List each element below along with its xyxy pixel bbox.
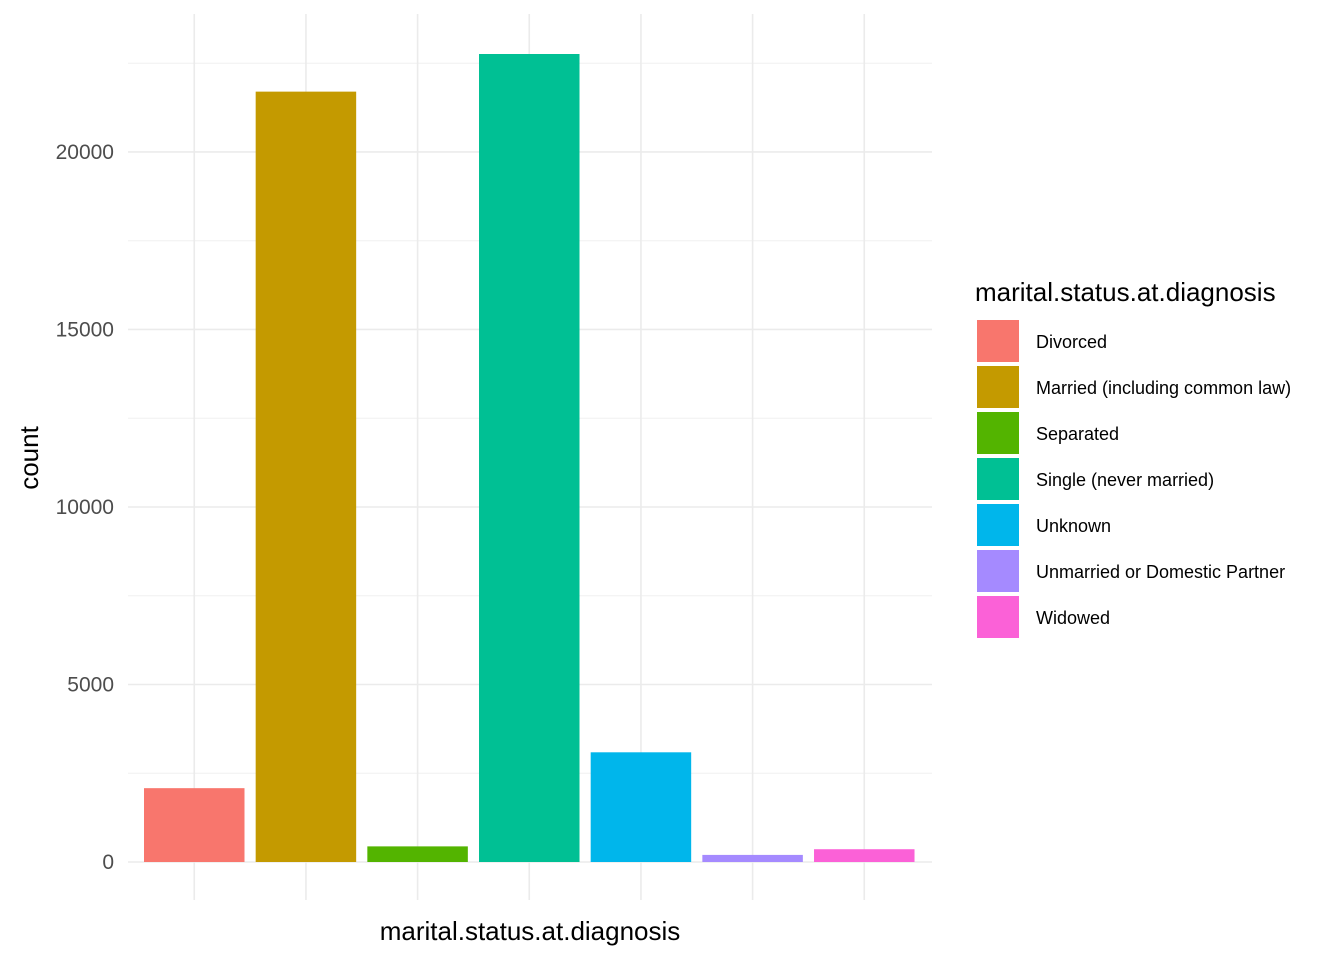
y-tick-label: 20000 (56, 141, 114, 164)
bars (144, 54, 915, 863)
bar-single-never-married (479, 54, 580, 862)
bar-separated (367, 846, 468, 862)
bar-widowed (814, 849, 915, 862)
legend-title: marital.status.at.diagnosis (975, 277, 1276, 307)
legend: marital.status.at.diagnosis Divorced Marr… (975, 277, 1291, 638)
bar-divorced (144, 788, 245, 862)
x-axis-title: marital.status.at.diagnosis (380, 916, 681, 946)
y-tick-label: 10000 (56, 496, 114, 519)
y-tick-label: 0 (102, 851, 114, 874)
y-tick-label: 5000 (67, 673, 114, 696)
y-tick-label: 15000 (56, 318, 114, 341)
legend-key-divorced (977, 320, 1019, 362)
y-axis-title: count (14, 425, 44, 489)
legend-label-separated: Separated (1036, 424, 1119, 444)
legend-label-single-never-married: Single (never married) (1036, 470, 1214, 490)
legend-key-married-including-common-law (977, 366, 1019, 408)
y-axis: 0 5000 10000 15000 20000 (56, 141, 114, 874)
legend-key-single-never-married (977, 458, 1019, 500)
legend-key-separated (977, 412, 1019, 454)
legend-label-unmarried-or-domestic-partner: Unmarried or Domestic Partner (1036, 562, 1285, 582)
legend-label-unknown: Unknown (1036, 516, 1111, 536)
legend-label-divorced: Divorced (1036, 332, 1107, 352)
bar-unmarried-or-domestic-partner (702, 854, 803, 862)
bar-unknown (590, 752, 692, 862)
bar-married-including-common-law (255, 91, 357, 863)
legend-label-widowed: Widowed (1036, 608, 1110, 628)
legend-key-unmarried-or-domestic-partner (977, 550, 1019, 592)
legend-label-married-including-common-law: Married (including common law) (1036, 378, 1291, 398)
legend-key-widowed (977, 596, 1019, 638)
legend-key-unknown (977, 504, 1019, 546)
